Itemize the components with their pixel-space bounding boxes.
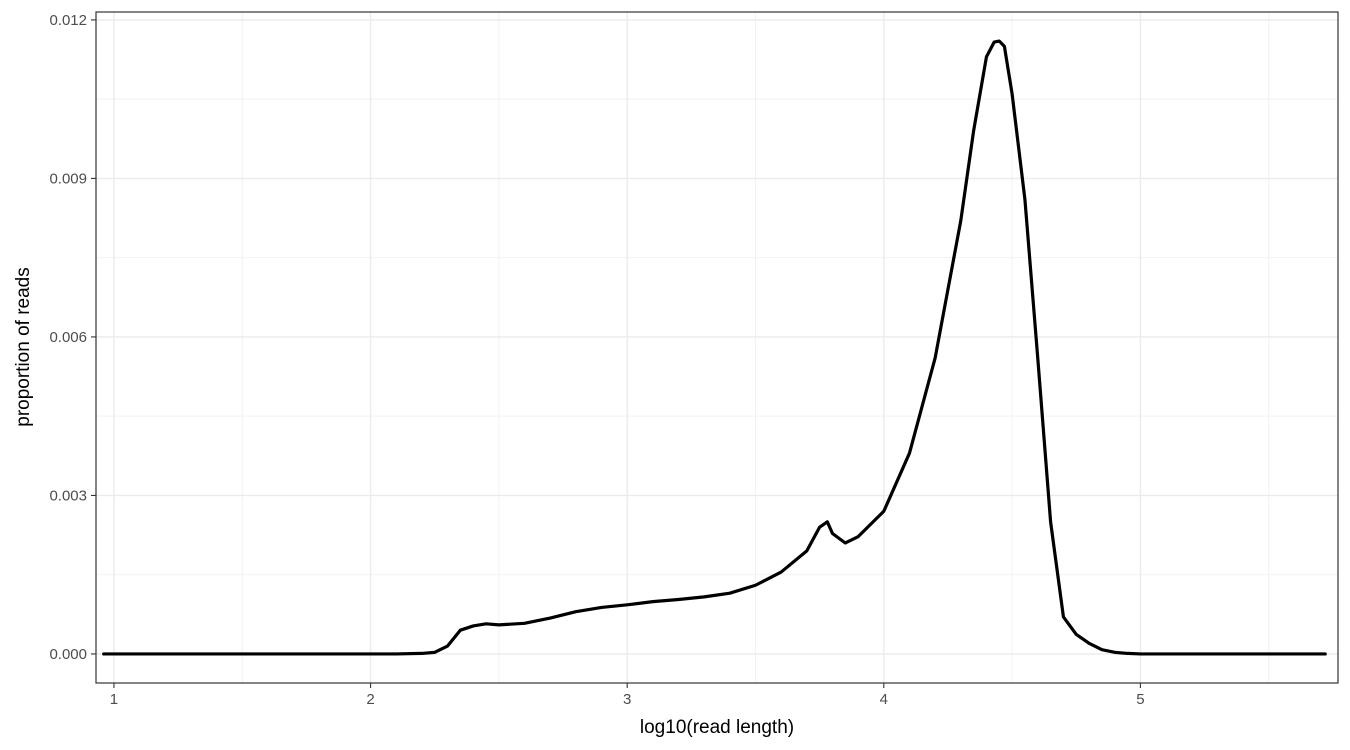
x-axis-title: log10(read length) <box>640 717 794 738</box>
x-tick-label: 1 <box>110 691 118 708</box>
y-axis-title: proportion of reads <box>13 267 34 427</box>
x-tick-label: 2 <box>366 691 374 708</box>
y-tick-label: 0.000 <box>49 646 87 663</box>
y-tick-label: 0.009 <box>49 170 87 187</box>
x-axis: 1 2 3 4 5 <box>110 683 1145 708</box>
y-tick-label: 0.012 <box>49 12 87 29</box>
series-line <box>102 39 1327 656</box>
x-tick-label: 5 <box>1136 691 1144 708</box>
x-tick-label: 4 <box>880 691 888 708</box>
y-tick-label: 0.003 <box>49 487 87 504</box>
plot-background <box>96 12 1338 683</box>
x-tick-label: 3 <box>623 691 631 708</box>
plot-border <box>95 11 1339 684</box>
grid-lines <box>96 12 1338 683</box>
y-axis: 0.000 0.003 0.006 0.009 0.012 <box>49 12 96 663</box>
series-layer <box>102 39 1327 656</box>
y-tick-label: 0.006 <box>49 329 87 346</box>
